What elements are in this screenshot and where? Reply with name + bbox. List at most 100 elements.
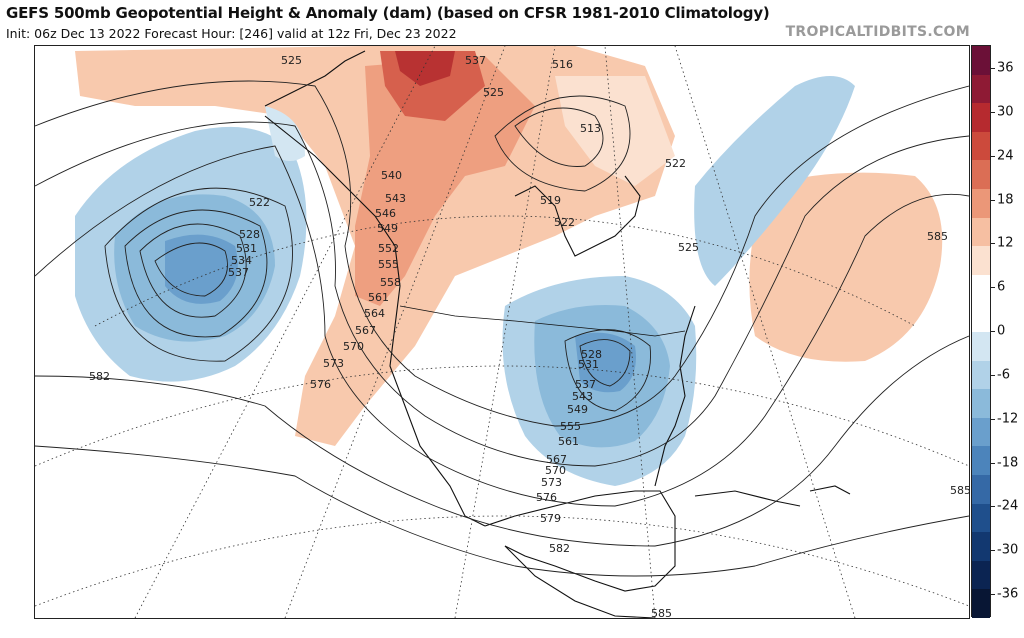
colorbar-tick xyxy=(991,287,995,289)
height-label-543: 543 xyxy=(385,192,406,205)
height-label-534: 534 xyxy=(231,254,252,267)
height-label-519: 519 xyxy=(540,194,561,207)
height-label-525: 525 xyxy=(281,54,302,67)
height-label-561: 561 xyxy=(558,435,579,448)
colorbar-segment xyxy=(972,131,990,161)
colorbar-tick xyxy=(991,111,995,113)
colorbar-tick xyxy=(991,199,995,201)
contour-polar-2 xyxy=(494,95,631,192)
lat-line-2 xyxy=(35,365,969,467)
colorbar-tick xyxy=(991,462,995,464)
height-label-585: 585 xyxy=(651,607,672,618)
height-label-549: 549 xyxy=(377,222,398,235)
height-label-555: 555 xyxy=(378,258,399,271)
colorbar-tick-label: 0 xyxy=(997,323,1006,339)
height-label-531: 531 xyxy=(578,358,599,371)
height-label-540: 540 xyxy=(381,169,402,182)
colorbar-tick xyxy=(991,550,995,552)
contour-polar-1 xyxy=(514,107,604,167)
hudson-bay xyxy=(514,175,641,257)
anomaly-negative xyxy=(75,76,855,486)
anomaly-positive-atlantic xyxy=(749,172,943,362)
contour-pac-3 xyxy=(124,209,268,338)
height-label-582: 582 xyxy=(549,542,570,555)
source-watermark: TROPICALTIDBITS.COM xyxy=(785,24,970,40)
colorbar-tick xyxy=(991,68,995,69)
height-label-567: 567 xyxy=(546,453,567,466)
graticule xyxy=(35,46,969,618)
height-label-525: 525 xyxy=(678,241,699,254)
colorbar-tick-label: -6 xyxy=(997,367,1010,383)
height-label-585: 585 xyxy=(950,484,969,497)
lat-line-1 xyxy=(35,515,969,607)
height-label-531: 531 xyxy=(236,242,257,255)
colorbar-tick-label: 30 xyxy=(997,104,1014,120)
lat-line-3 xyxy=(94,215,916,327)
colorbar-tick-label: 36 xyxy=(997,60,1014,76)
alaska-coast xyxy=(264,50,366,107)
colorbar-tick-label: 12 xyxy=(997,235,1014,251)
height-label-537: 537 xyxy=(465,54,486,67)
height-label-537: 537 xyxy=(228,266,249,279)
colorbar-tick-label: 24 xyxy=(997,148,1014,164)
height-label-525: 525 xyxy=(483,86,504,99)
height-label-528: 528 xyxy=(581,348,602,361)
height-label-573: 573 xyxy=(541,476,562,489)
colorbar-tick-label: -36 xyxy=(997,586,1019,602)
height-label-513: 513 xyxy=(580,122,601,135)
colorbar-segment xyxy=(972,417,990,447)
height-label-546: 546 xyxy=(375,207,396,220)
colorbar-segment xyxy=(972,360,990,390)
colorbar-tick-label: -18 xyxy=(997,455,1019,470)
height-label-516: 516 xyxy=(552,58,573,71)
contour-pac-4 xyxy=(104,187,293,362)
contour-ridge-3 xyxy=(35,145,969,507)
contour-labels: 525 537 516 525 513 522 522 528 531 534 … xyxy=(89,54,969,618)
height-label-522: 522 xyxy=(665,157,686,170)
contour-pac-1 xyxy=(154,242,228,297)
west-coast xyxy=(264,115,486,527)
map-panel: 525 537 516 525 513 522 522 528 531 534 … xyxy=(34,45,970,619)
height-label-528: 528 xyxy=(239,228,260,241)
colorbar-tick-label: -12 xyxy=(997,411,1019,427)
height-label-570: 570 xyxy=(343,340,364,353)
colorbar-segment xyxy=(972,217,990,247)
colorbar-segment xyxy=(972,446,990,476)
anomaly-negative-eastus-center xyxy=(575,332,636,393)
colorbar-segment xyxy=(972,74,990,104)
height-label-567: 567 xyxy=(355,324,376,337)
central-america xyxy=(504,545,656,618)
colorbar-tick xyxy=(991,418,995,420)
colorbar-tick xyxy=(991,331,995,332)
anomaly-shading xyxy=(75,46,943,446)
colorbar-tick xyxy=(991,374,995,376)
colorbar-tick-label: 18 xyxy=(997,192,1014,207)
height-label-537: 537 xyxy=(575,378,596,391)
gulf-coast xyxy=(484,490,676,592)
cuba xyxy=(694,490,801,507)
lon-line-4 xyxy=(604,46,656,618)
contour-ridge-4 xyxy=(35,335,969,547)
colorbar xyxy=(971,45,991,619)
height-label-561: 561 xyxy=(368,291,389,304)
height-label-552: 552 xyxy=(378,242,399,255)
height-label-564: 564 xyxy=(364,307,385,320)
anomaly-negative-gulf-alaska xyxy=(265,106,305,161)
colorbar-tick xyxy=(991,243,995,245)
anomaly-positive-hudson xyxy=(555,76,675,186)
colorbar-tick xyxy=(991,155,995,157)
hispaniola xyxy=(809,485,851,495)
canada-us-border xyxy=(399,305,686,337)
colorbar-segment xyxy=(972,503,990,533)
colorbar-segment xyxy=(972,103,990,133)
contour-ridge-2 xyxy=(35,121,969,467)
colorbar-segment xyxy=(972,332,990,362)
height-contours xyxy=(35,80,969,577)
height-label-522: 522 xyxy=(554,216,575,229)
coastlines xyxy=(264,50,851,618)
contour-ridge-1 xyxy=(35,80,969,427)
height-label-549: 549 xyxy=(567,403,588,416)
colorbar-segment xyxy=(972,532,990,562)
height-label-522: 522 xyxy=(249,196,270,209)
height-label-576: 576 xyxy=(536,491,557,504)
